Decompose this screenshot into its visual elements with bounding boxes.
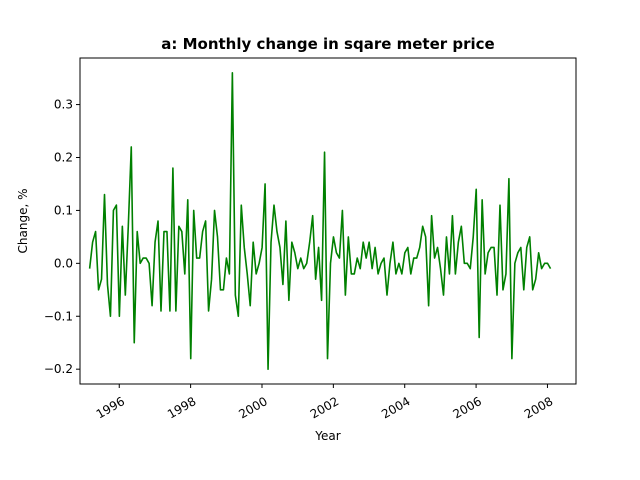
y-tick-label: −0.2	[44, 362, 73, 376]
x-tick-label: 2008	[522, 394, 555, 421]
x-tick-label: 1996	[94, 394, 127, 421]
plot-border	[79, 57, 577, 385]
x-tick-label: 2000	[236, 394, 269, 421]
series-group	[88, 72, 552, 370]
x-axis: 1996 1998 2000 2002 2004 2006 2008	[94, 384, 555, 421]
x-tick-label: 2004	[379, 394, 412, 421]
y-axis-label: Change, %	[16, 189, 30, 254]
y-tick-label: 0.1	[54, 203, 73, 217]
x-tick-label: 2006	[451, 394, 484, 421]
x-tick-label: 1998	[165, 394, 198, 421]
series-line-1	[88, 72, 552, 370]
y-tick-label: 0.2	[54, 150, 73, 164]
y-tick-label: 0.0	[54, 256, 73, 270]
y-tick-label: −0.1	[44, 309, 73, 323]
x-tick-label: 2002	[308, 394, 341, 421]
x-axis-label: Year	[314, 429, 340, 443]
chart-title: a: Monthly change in sqare meter price	[161, 35, 494, 53]
y-tick-label: 0.3	[54, 98, 73, 112]
y-axis: −0.2 −0.1 0.0 0.1 0.2 0.3	[44, 98, 80, 376]
